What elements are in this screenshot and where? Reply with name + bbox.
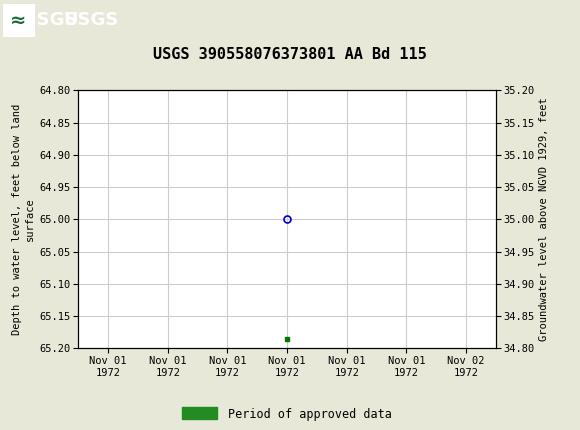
Text: ≡USGS: ≡USGS — [7, 12, 78, 29]
Bar — [3, 4, 35, 37]
Legend: Period of approved data: Period of approved data — [177, 402, 397, 427]
Y-axis label: Groundwater level above NGVD 1929, feet: Groundwater level above NGVD 1929, feet — [539, 98, 549, 341]
Text: ≈: ≈ — [10, 11, 27, 30]
Text: USGS: USGS — [64, 12, 119, 29]
Text: USGS 390558076373801 AA Bd 115: USGS 390558076373801 AA Bd 115 — [153, 47, 427, 62]
Y-axis label: Depth to water level, feet below land
surface: Depth to water level, feet below land su… — [12, 104, 35, 335]
